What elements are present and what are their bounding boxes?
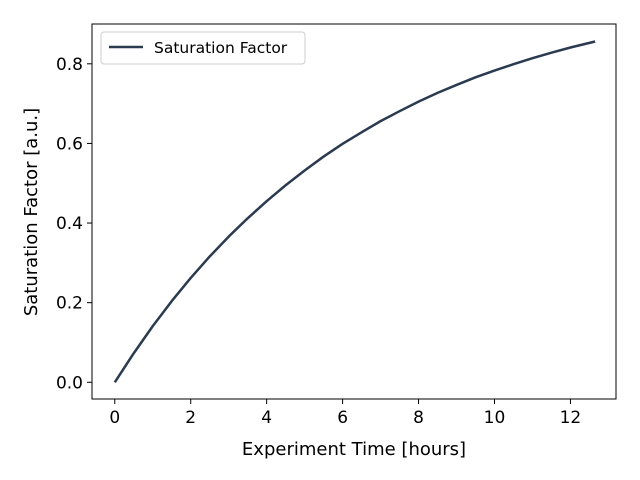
y-tick-label: 0.0	[56, 373, 83, 393]
series-line-0	[113, 40, 596, 383]
legend: Saturation Factor	[100, 31, 306, 65]
y-tick-label: 0.8	[56, 55, 83, 75]
plot-layer	[113, 40, 596, 383]
x-tick-label: 12	[560, 408, 582, 428]
x-tick-label: 2	[185, 408, 196, 428]
x-axis: 0 2 4 6 8 10 12	[109, 399, 581, 428]
y-axis-title: Saturation Factor [a.u.]	[21, 108, 42, 316]
legend-label: Saturation Factor	[154, 39, 288, 57]
plot-frame	[91, 23, 617, 400]
x-axis-title: Experiment Time [hours]	[242, 439, 466, 460]
x-tick-label: 10	[484, 408, 506, 428]
y-tick-label: 0.2	[56, 294, 83, 314]
x-tick-label: 6	[337, 408, 348, 428]
y-tick-label: 0.6	[56, 134, 83, 154]
x-tick-label: 8	[413, 408, 424, 428]
legend-box	[100, 31, 306, 65]
x-tick-label: 0	[109, 408, 120, 428]
y-axis: 0.0 0.2 0.4 0.6 0.8	[56, 55, 92, 393]
y-tick-label: 0.4	[56, 214, 83, 234]
x-tick-label: 4	[261, 408, 272, 428]
